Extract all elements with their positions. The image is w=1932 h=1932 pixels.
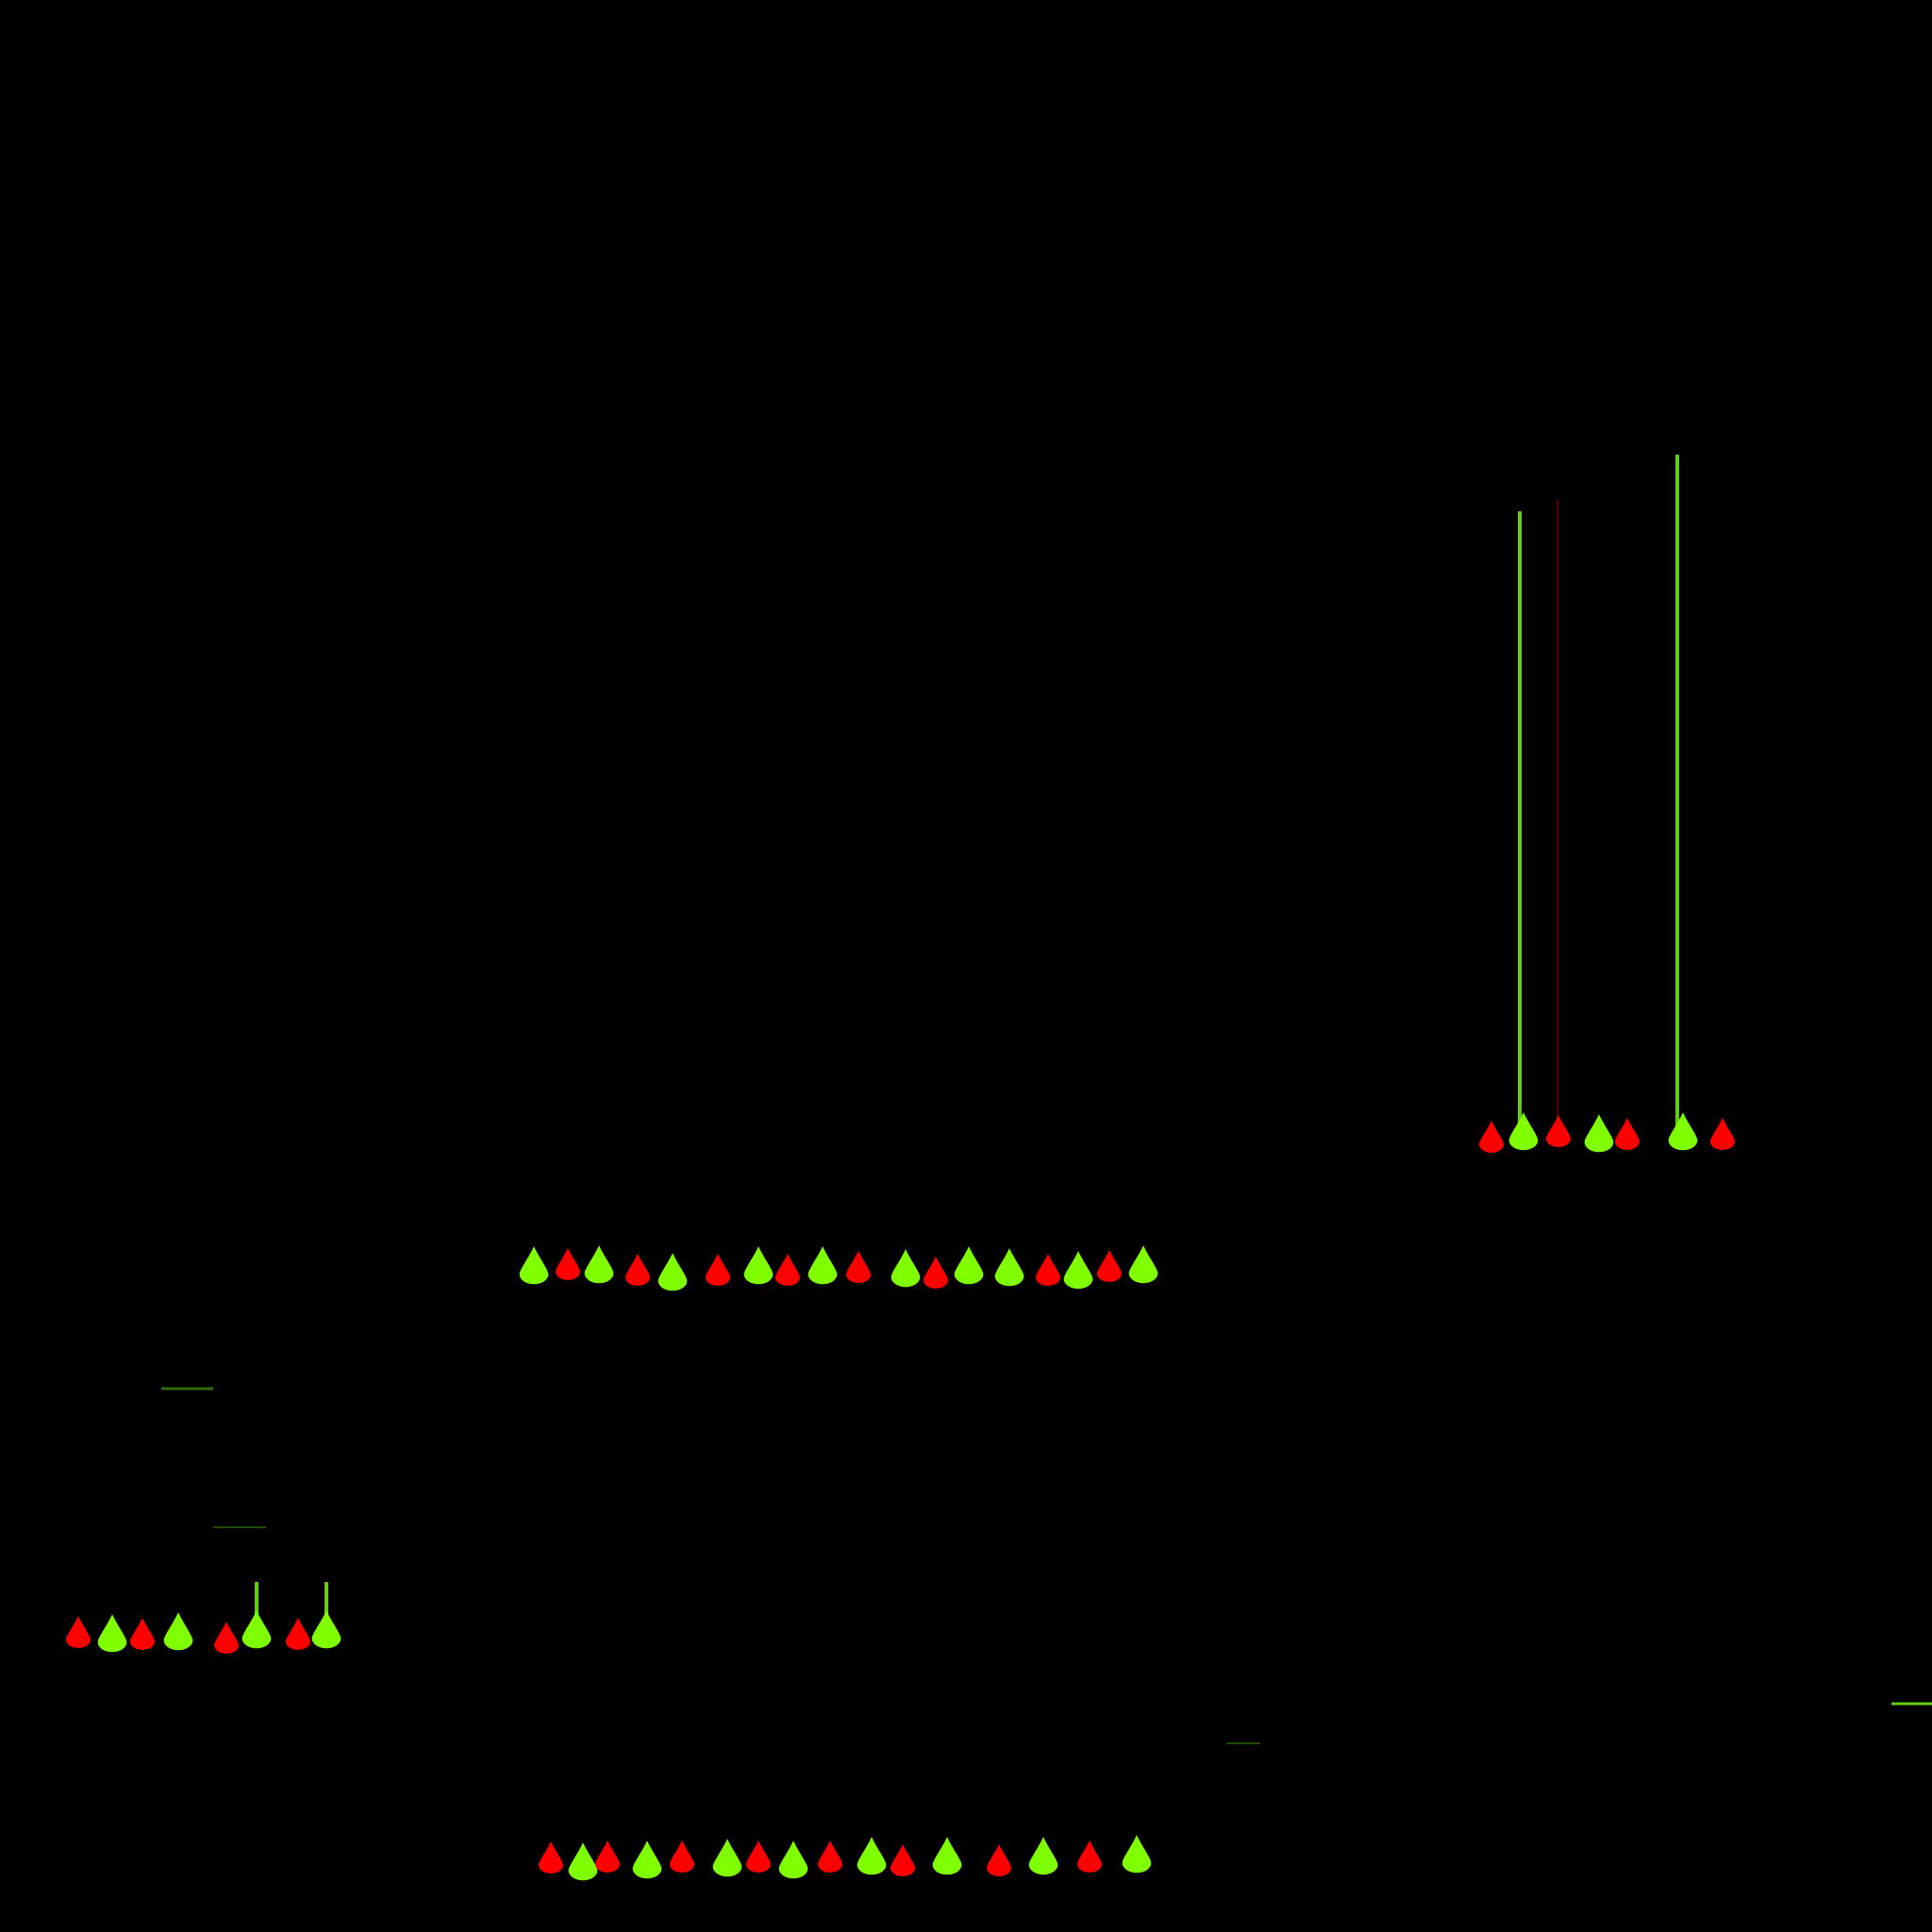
red-teardrop-icon — [987, 1843, 1011, 1876]
left-cluster — [66, 1610, 341, 1654]
red-teardrop-icon — [1077, 1840, 1102, 1873]
green-teardrop-icon — [658, 1253, 688, 1291]
drops-layer — [66, 1112, 1735, 1881]
red-teardrop-icon — [1546, 1114, 1571, 1147]
green-teardrop-icon — [519, 1246, 549, 1285]
green-teardrop-icon — [1128, 1245, 1158, 1284]
green-teardrop-icon — [97, 1614, 127, 1653]
green-teardrop-icon — [857, 1837, 887, 1875]
red-teardrop-icon — [670, 1840, 694, 1873]
green-teardrop-icon — [778, 1840, 808, 1879]
red-teardrop-icon — [625, 1253, 650, 1286]
red-teardrop-icon — [924, 1256, 948, 1289]
red-teardrop-icon — [846, 1250, 871, 1283]
green-teardrop-icon — [163, 1612, 193, 1651]
red-teardrop-icon — [539, 1840, 563, 1874]
green-teardrop-icon — [1028, 1837, 1058, 1875]
bottom-row — [539, 1835, 1152, 1881]
red-teardrop-icon — [1097, 1249, 1122, 1282]
green-teardrop-icon — [1508, 1112, 1539, 1151]
green-teardrop-icon — [932, 1837, 962, 1875]
green-teardrop-icon — [584, 1245, 614, 1284]
red-teardrop-icon — [130, 1617, 155, 1650]
green-teardrop-icon — [891, 1249, 921, 1288]
red-teardrop-icon — [595, 1840, 620, 1873]
green-teardrop-icon — [1122, 1835, 1152, 1874]
green-teardrop-icon — [311, 1610, 341, 1649]
green-teardrop-icon — [712, 1839, 742, 1877]
red-teardrop-icon — [1479, 1120, 1504, 1153]
green-teardrop-icon — [808, 1246, 838, 1285]
red-teardrop-icon — [286, 1617, 310, 1650]
red-teardrop-icon — [1710, 1117, 1735, 1150]
green-teardrop-icon — [743, 1246, 774, 1285]
green-teardrop-icon — [954, 1246, 984, 1285]
red-teardrop-icon — [1615, 1117, 1640, 1150]
red-teardrop-icon — [1036, 1253, 1060, 1286]
green-teardrop-icon — [242, 1610, 272, 1649]
red-teardrop-icon — [66, 1615, 91, 1648]
red-teardrop-icon — [556, 1247, 580, 1280]
red-teardrop-icon — [891, 1843, 915, 1876]
green-teardrop-icon — [1584, 1114, 1614, 1153]
middle-row — [519, 1245, 1158, 1291]
green-teardrop-icon — [1063, 1251, 1093, 1290]
green-teardrop-icon — [1668, 1112, 1698, 1151]
green-teardrop-icon — [568, 1842, 598, 1881]
red-teardrop-icon — [818, 1840, 842, 1873]
green-teardrop-icon — [994, 1248, 1024, 1287]
red-teardrop-icon — [775, 1253, 800, 1286]
beams-layer — [161, 455, 1932, 1744]
green-teardrop-icon — [632, 1840, 662, 1879]
red-teardrop-icon — [746, 1840, 771, 1873]
upper-right-cluster — [1479, 1112, 1735, 1153]
red-teardrop-icon — [214, 1621, 239, 1654]
red-teardrop-icon — [706, 1253, 730, 1286]
